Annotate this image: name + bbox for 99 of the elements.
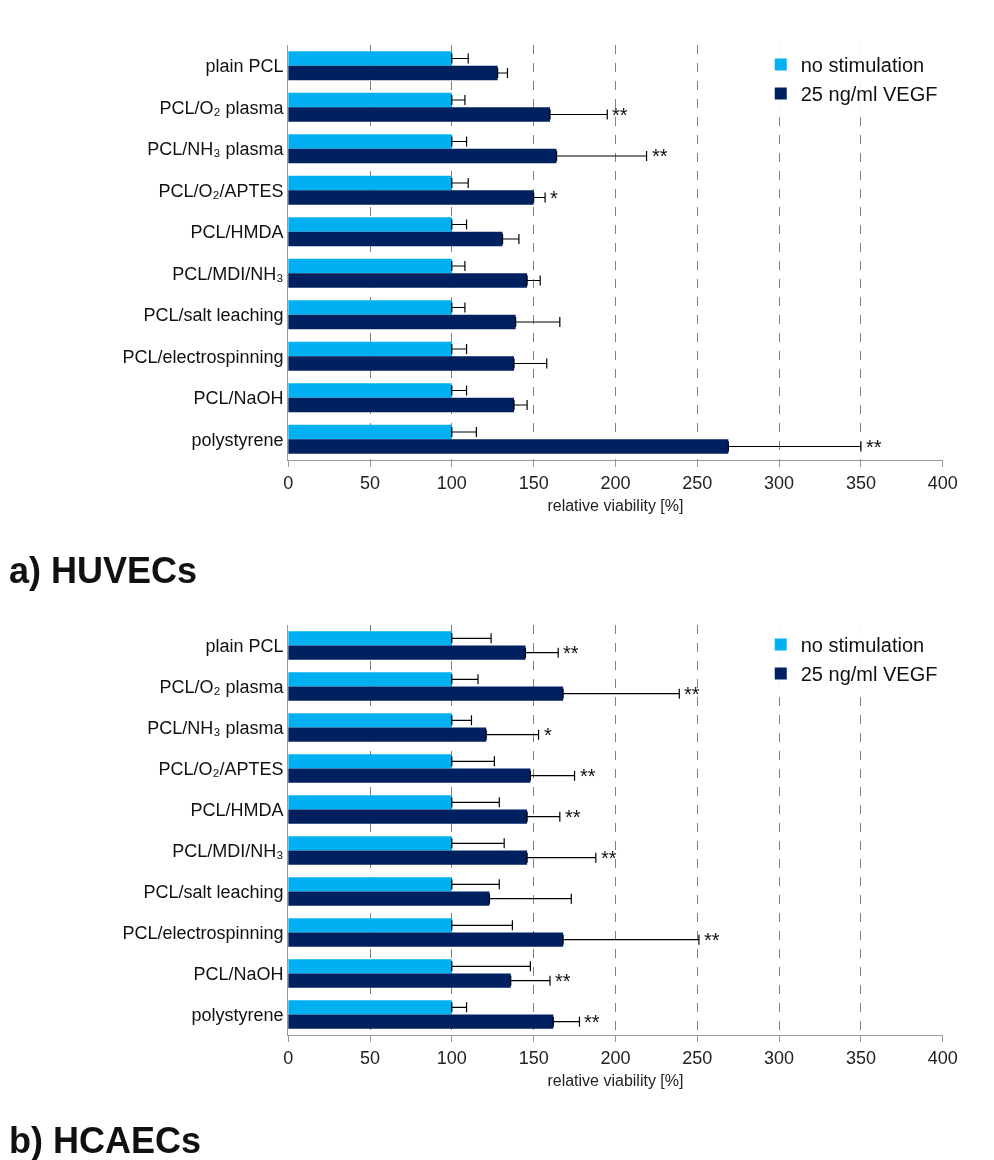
y-tick-label: PCL/HMDA [190,222,284,243]
bar [288,65,498,81]
y-tick-label: PCL/O₂ plasma [159,676,285,697]
bar [288,231,503,247]
x-tick-label: 50 [359,1047,381,1068]
x-tick-label: 250 [682,1047,713,1068]
bar [288,397,515,413]
x-tick-label: 250 [682,472,713,493]
bar [288,439,729,454]
annotation: ** [866,436,882,458]
bar [288,273,528,288]
x-tick-label: 200 [600,1047,631,1068]
y-tick-label: PCL/HMDA [190,799,284,820]
annotation: ** [584,1011,600,1033]
bar [288,631,452,646]
bar [288,51,452,66]
annotation: ** [580,765,596,787]
y-tick-label: plain PCL [205,635,284,656]
y-tick-label: PCL/salt leaching [143,881,284,902]
y-tick-label: PCL/NH₃ plasma [147,139,285,160]
bar [288,341,452,357]
bar [288,1000,452,1015]
annotation: * [550,187,558,209]
annotation: ** [555,970,571,992]
x-tick-label: 400 [927,472,958,493]
bar [288,300,452,315]
annotation: ** [565,806,581,828]
x-axis-title: relative viability [%] [547,497,684,515]
y-tick-label: PCL/salt leaching [143,305,284,326]
x-tick-label: 400 [927,1047,958,1068]
bar [288,134,452,149]
x-tick-label: 150 [518,1047,549,1068]
y-tick-label: PCL/NaOH [193,388,284,409]
annotation: ** [612,104,628,126]
annotation: ** [684,683,700,705]
bar [288,959,452,974]
bar [288,672,452,687]
bar [288,175,452,191]
bar [288,713,452,728]
bar [288,850,528,865]
bar [288,383,452,398]
annotation: ** [563,642,579,664]
bar [288,891,490,906]
y-tick-label: polystyrene [191,1004,284,1025]
bar [288,754,452,769]
x-tick-label: 150 [518,472,549,493]
y-tick-label: PCL/NH₃ plasma [147,717,285,738]
y-tick-label: PCL/NaOH [193,963,284,984]
bar [288,107,551,122]
x-tick-label: 300 [764,1047,795,1068]
y-tick-label: PCL/MDI/NH₃ [172,840,284,861]
bar [288,1014,554,1029]
bar [288,314,516,330]
annotation: * [544,724,552,746]
y-tick-label: polystyrene [191,429,284,450]
bar [288,356,515,371]
bar [288,877,452,892]
bar [288,795,452,810]
x-tick-label: 350 [845,472,876,493]
x-tick-label: 100 [436,1047,467,1068]
x-tick-label: 0 [283,1047,294,1068]
x-tick-label: 100 [436,472,467,493]
annotation: ** [704,929,720,951]
y-tick-label: PCL/O₂ plasma [159,97,285,118]
bar [288,148,557,164]
legend-label: 25 ng/ml VEGF [800,83,938,106]
annotation: ** [601,847,617,869]
y-tick-label: PCL/MDI/NH₃ [172,263,284,284]
legend-label: no stimulation [800,634,925,657]
legend-label: no stimulation [800,54,925,77]
bar [288,217,452,232]
y-tick-label: plain PCL [205,56,284,77]
legend-label: 25 ng/ml VEGF [800,663,938,686]
y-tick-label: PCL/electrospinning [122,346,284,367]
bar [288,836,452,851]
y-tick-label: PCL/O₂/APTES [158,180,284,201]
bar [288,424,452,440]
bar [288,645,526,660]
text: b) HCAECs [9,1120,202,1160]
x-tick-label: 300 [764,472,795,493]
bar [288,92,452,108]
x-tick-label: 50 [359,472,381,493]
y-tick-label: PCL/electrospinning [122,922,284,943]
bar [288,727,487,742]
x-tick-label: 0 [283,472,294,493]
bar [288,918,452,933]
bar [288,932,564,947]
bar [288,973,511,988]
bar [288,809,528,824]
bar [288,686,564,701]
bar [288,258,452,274]
x-tick-label: 200 [600,472,631,493]
annotation: ** [652,145,668,167]
x-tick-label: 350 [845,1047,876,1068]
bar [288,768,531,783]
x-axis-title: relative viability [%] [547,1072,684,1090]
y-tick-label: PCL/O₂/APTES [158,758,284,779]
text: a) HUVECs [9,550,198,591]
bar [288,190,534,205]
